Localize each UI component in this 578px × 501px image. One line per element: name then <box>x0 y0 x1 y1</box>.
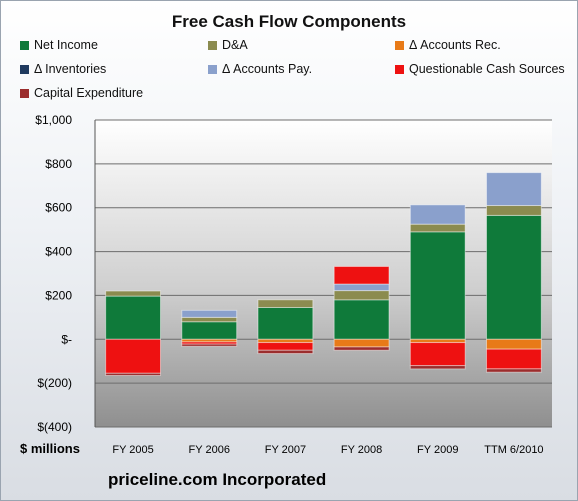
bar-segment <box>333 299 390 340</box>
legend-swatch <box>395 40 404 50</box>
legend-item: Δ Accounts Pay. <box>208 61 312 77</box>
x-category-label: FY 2008 <box>341 444 382 456</box>
x-category-label: FY 2009 <box>417 444 458 456</box>
legend-item: Capital Expenditure <box>20 85 143 101</box>
legend-label: Δ Accounts Pay. <box>222 62 313 76</box>
bar-segment <box>333 283 390 292</box>
bar-segment <box>257 299 314 308</box>
bar-segment <box>105 290 162 297</box>
bar-segment <box>257 306 314 340</box>
x-category-label: TTM 6/2010 <box>484 444 543 456</box>
bar-segment <box>105 372 162 376</box>
x-category-label: FY 2006 <box>189 444 230 456</box>
bar-segment <box>485 172 542 207</box>
legend-item: Questionable Cash Sources <box>395 61 565 77</box>
chart-title: Free Cash Flow Components <box>171 12 407 31</box>
y-tick-label: $(200) <box>37 376 72 390</box>
bar-segment <box>333 290 390 301</box>
legend-label: Net Income <box>34 38 98 52</box>
legend-swatch <box>208 40 217 50</box>
units-label: $ millions <box>20 441 80 456</box>
bar-segment <box>333 265 390 285</box>
y-tick-label: $800 <box>45 157 72 171</box>
bar-segment <box>485 214 542 340</box>
bar-segment <box>105 338 162 374</box>
legend-swatch <box>208 64 217 74</box>
chart-legend: Net Income D&A Δ Accounts Rec. Δ Inventorie… <box>0 0 578 110</box>
bar-segment <box>257 342 314 351</box>
bar-segment <box>485 348 542 370</box>
bar-segment <box>181 343 238 347</box>
y-tick-label: $- <box>61 332 72 346</box>
bar-segment <box>257 349 314 355</box>
legend-item: D&A <box>208 37 248 53</box>
bar-segment <box>181 316 238 323</box>
legend-label: Questionable Cash Sources <box>409 62 565 76</box>
x-category-label: FY 2007 <box>265 444 306 456</box>
legend-swatch <box>395 64 404 74</box>
bar-segment <box>257 338 314 344</box>
legend-item: Δ Inventories <box>20 61 106 77</box>
legend-swatch <box>20 64 29 74</box>
legend-label: Δ Inventories <box>34 62 107 76</box>
bar-segment <box>181 321 238 340</box>
legend-swatch <box>20 40 29 50</box>
y-tick-label: $(400) <box>37 420 72 434</box>
legend-label: Δ Accounts Rec. <box>409 38 501 52</box>
y-tick-label: $400 <box>45 245 72 259</box>
legend-swatch <box>20 88 29 98</box>
bar-segment <box>485 368 542 373</box>
y-tick-label: $600 <box>45 201 72 215</box>
legend-label: Capital Expenditure <box>34 86 144 100</box>
bar-segment <box>409 223 466 233</box>
bar-segment <box>409 338 466 344</box>
company-footer: priceline.com Incorporated <box>108 470 327 489</box>
bar-segment <box>333 338 390 348</box>
bar-segment <box>485 205 542 216</box>
legend-item: Δ Accounts Rec. <box>395 37 501 53</box>
bar-segment <box>409 342 466 367</box>
legend-item: Net Income <box>20 37 98 53</box>
x-category-label: FY 2005 <box>112 444 153 456</box>
bar-segment <box>181 309 238 318</box>
bar-segment <box>485 338 542 350</box>
y-tick-label: $1,000 <box>35 113 72 127</box>
plot-area <box>95 120 552 427</box>
legend-label: D&A <box>222 38 248 52</box>
bar-segment <box>409 231 466 340</box>
bar-segment <box>333 346 390 351</box>
bar-segment <box>105 295 162 340</box>
y-tick-label: $200 <box>45 288 72 302</box>
bar-segment <box>409 365 466 370</box>
bar-segment <box>409 204 466 225</box>
